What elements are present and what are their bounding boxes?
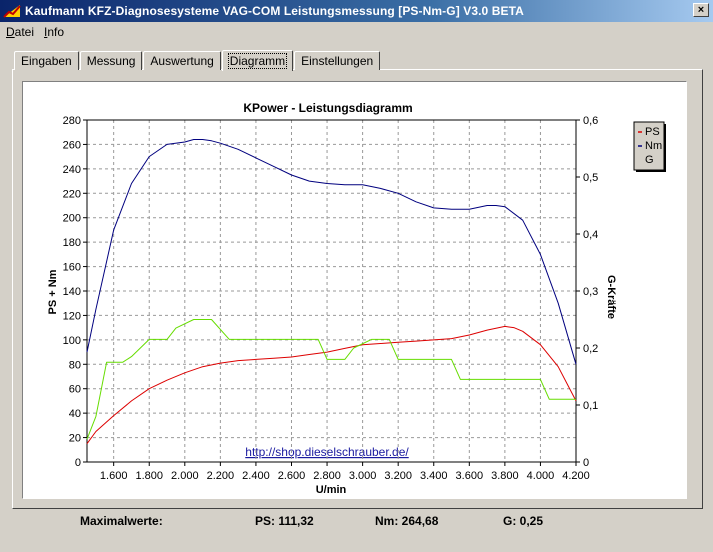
- tab-einstellungen[interactable]: Einstellungen: [294, 51, 381, 70]
- y-tick-label: 80: [69, 359, 81, 371]
- tab-messung[interactable]: Messung: [79, 51, 143, 70]
- y-tick-label: 180: [63, 237, 81, 249]
- x-tick-label: 2.000: [171, 470, 199, 482]
- close-button[interactable]: ×: [693, 3, 709, 17]
- y2-tick-label: 0,6: [583, 115, 598, 127]
- app-icon: [3, 5, 21, 18]
- x-tick-label: 1.800: [135, 470, 163, 482]
- x-tick-label: 3.800: [491, 470, 519, 482]
- series-line-nm: [86, 139, 577, 365]
- power-chart: KPower - Leistungsdiagramm http://shop.d…: [47, 101, 666, 496]
- y-tick-label: 120: [63, 310, 81, 322]
- max-nm-value: Nm: 264,68: [375, 514, 439, 528]
- max-values-label: Maximalwerte:: [80, 514, 163, 528]
- y-axis-label: PS + Nm: [47, 269, 59, 314]
- x-tick-label: 3.600: [456, 470, 484, 482]
- tab-diagramm[interactable]: Diagramm: [221, 50, 294, 71]
- series-line-g: [86, 319, 576, 440]
- x-tick-label: 3.400: [420, 470, 448, 482]
- x-tick-label: 1.600: [100, 470, 128, 482]
- menu-bar: Datei Info: [0, 22, 713, 41]
- y2-tick-label: 0,3: [583, 286, 598, 298]
- x-tick-label: 3.000: [349, 470, 377, 482]
- x-tick-label: 2.200: [207, 470, 235, 482]
- y-tick-label: 0: [75, 457, 81, 469]
- series-line-ps: [86, 325, 577, 444]
- window-title: Kaufmann KFZ-Diagnosesysteme VAG-COM Lei…: [25, 4, 524, 18]
- y-tick-label: 280: [63, 115, 81, 127]
- legend-entry-nm: Nm: [645, 140, 662, 152]
- tab-auswertung[interactable]: Auswertung: [143, 51, 221, 70]
- chart-frame: KPower - Leistungsdiagramm http://shop.d…: [22, 81, 687, 499]
- y2-tick-label: 0: [583, 457, 589, 469]
- y-tick-label: 200: [63, 213, 81, 225]
- title-bar: Kaufmann KFZ-Diagnosesysteme VAG-COM Lei…: [0, 0, 713, 22]
- x-tick-label: 4.200: [562, 470, 590, 482]
- x-axis-label: U/min: [316, 484, 347, 496]
- y2-tick-label: 0,1: [583, 400, 598, 412]
- y2-tick-label: 0,2: [583, 343, 598, 355]
- max-ps-value: PS: 111,32: [255, 514, 314, 528]
- y-tick-label: 40: [69, 408, 81, 420]
- y-tick-label: 240: [63, 164, 81, 176]
- x-tick-label: 2.800: [313, 470, 341, 482]
- y-tick-label: 160: [63, 262, 81, 274]
- chart-title: KPower - Leistungsdiagramm: [243, 101, 412, 115]
- tab-strip: Eingaben Messung Auswertung Diagramm Ein…: [14, 49, 381, 71]
- legend-entry-g: G: [645, 154, 654, 166]
- x-tick-label: 2.400: [242, 470, 270, 482]
- menu-datei[interactable]: Datei: [6, 24, 35, 39]
- y-tick-label: 60: [69, 384, 81, 396]
- y2-tick-label: 0,5: [583, 172, 598, 184]
- y-tick-label: 20: [69, 433, 81, 445]
- menu-info[interactable]: Info: [44, 24, 65, 39]
- y-tick-label: 220: [63, 188, 81, 200]
- y-tick-label: 260: [63, 139, 81, 151]
- y2-axis-label: G-Kräfte: [605, 275, 617, 319]
- y2-tick-label: 0,4: [583, 229, 598, 241]
- max-g-value: G: 0,25: [503, 514, 544, 528]
- y-tick-label: 140: [63, 286, 81, 298]
- legend-entry-ps: PS: [645, 126, 660, 138]
- x-tick-label: 3.200: [384, 470, 412, 482]
- x-tick-label: 4.000: [527, 470, 555, 482]
- tab-eingaben[interactable]: Eingaben: [14, 51, 79, 70]
- x-tick-label: 2.600: [278, 470, 306, 482]
- y-tick-label: 100: [63, 335, 81, 347]
